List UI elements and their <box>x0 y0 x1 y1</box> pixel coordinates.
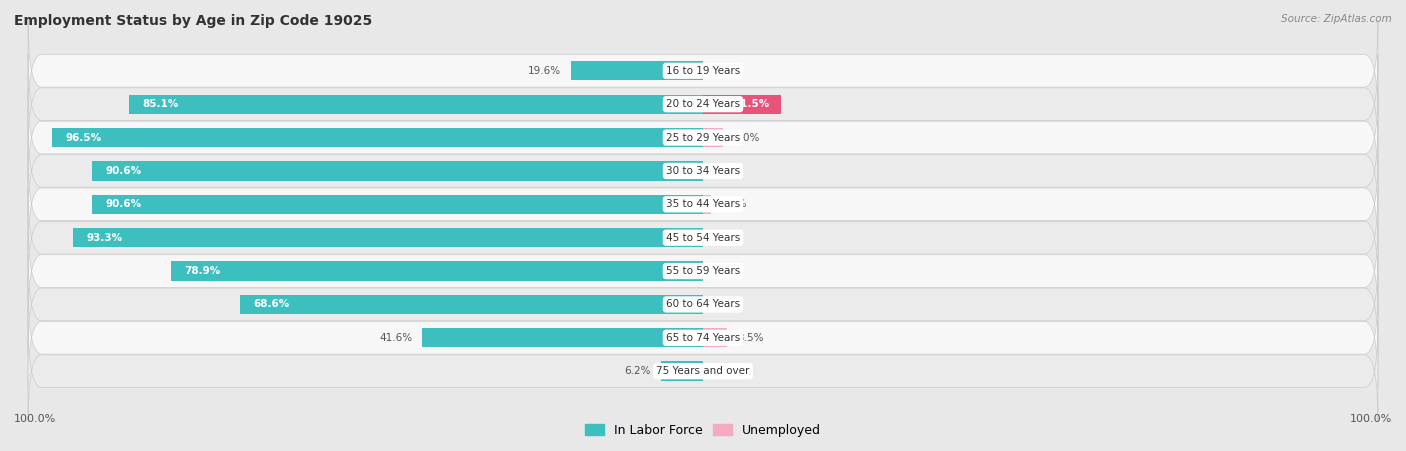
Bar <box>129 95 703 114</box>
Text: 35 to 44 Years: 35 to 44 Years <box>666 199 740 209</box>
Text: 25 to 29 Years: 25 to 29 Years <box>666 133 740 143</box>
Text: 30 to 34 Years: 30 to 34 Years <box>666 166 740 176</box>
FancyBboxPatch shape <box>28 287 1378 388</box>
Text: Employment Status by Age in Zip Code 19025: Employment Status by Age in Zip Code 190… <box>14 14 373 28</box>
FancyBboxPatch shape <box>28 254 1378 355</box>
Text: 19.6%: 19.6% <box>527 66 561 76</box>
FancyBboxPatch shape <box>28 154 1378 255</box>
Text: Source: ZipAtlas.com: Source: ZipAtlas.com <box>1281 14 1392 23</box>
Text: 3.0%: 3.0% <box>734 133 759 143</box>
Text: 85.1%: 85.1% <box>142 99 179 109</box>
Bar <box>240 295 703 314</box>
Bar <box>52 128 703 147</box>
Text: 3.5%: 3.5% <box>737 333 763 343</box>
Text: 1.2%: 1.2% <box>721 199 748 209</box>
FancyBboxPatch shape <box>28 221 1378 322</box>
Bar <box>91 161 703 180</box>
Bar <box>703 328 727 347</box>
FancyBboxPatch shape <box>28 187 1378 288</box>
Text: 90.6%: 90.6% <box>105 166 141 176</box>
Bar <box>703 195 711 214</box>
Legend: In Labor Force, Unemployed: In Labor Force, Unemployed <box>581 419 825 442</box>
Text: 16 to 19 Years: 16 to 19 Years <box>666 66 740 76</box>
Bar <box>73 228 703 247</box>
Text: 75 Years and over: 75 Years and over <box>657 366 749 376</box>
Text: 68.6%: 68.6% <box>253 299 290 309</box>
FancyBboxPatch shape <box>28 120 1378 221</box>
Text: 20 to 24 Years: 20 to 24 Years <box>666 99 740 109</box>
Text: 0.0%: 0.0% <box>713 266 740 276</box>
Text: 0.0%: 0.0% <box>713 66 740 76</box>
Bar <box>661 362 703 381</box>
Bar <box>422 328 703 347</box>
Bar <box>91 195 703 214</box>
Text: 0.0%: 0.0% <box>713 166 740 176</box>
Text: 6.2%: 6.2% <box>624 366 651 376</box>
FancyBboxPatch shape <box>28 321 1378 422</box>
Text: 93.3%: 93.3% <box>87 233 122 243</box>
Text: 0.0%: 0.0% <box>713 366 740 376</box>
Text: 90.6%: 90.6% <box>105 199 141 209</box>
Text: 0.0%: 0.0% <box>713 299 740 309</box>
Bar <box>571 61 703 80</box>
Text: 100.0%: 100.0% <box>1350 414 1392 424</box>
Text: 41.6%: 41.6% <box>380 333 412 343</box>
Text: 78.9%: 78.9% <box>184 266 221 276</box>
Text: 60 to 64 Years: 60 to 64 Years <box>666 299 740 309</box>
FancyBboxPatch shape <box>28 87 1378 188</box>
Text: 45 to 54 Years: 45 to 54 Years <box>666 233 740 243</box>
Text: 55 to 59 Years: 55 to 59 Years <box>666 266 740 276</box>
Text: 65 to 74 Years: 65 to 74 Years <box>666 333 740 343</box>
Text: 11.5%: 11.5% <box>734 99 770 109</box>
FancyBboxPatch shape <box>28 54 1378 155</box>
FancyBboxPatch shape <box>28 20 1378 121</box>
Text: 0.0%: 0.0% <box>713 233 740 243</box>
Bar <box>703 128 723 147</box>
Bar <box>170 262 703 281</box>
Text: 96.5%: 96.5% <box>65 133 101 143</box>
Bar <box>703 95 780 114</box>
Text: 100.0%: 100.0% <box>14 414 56 424</box>
